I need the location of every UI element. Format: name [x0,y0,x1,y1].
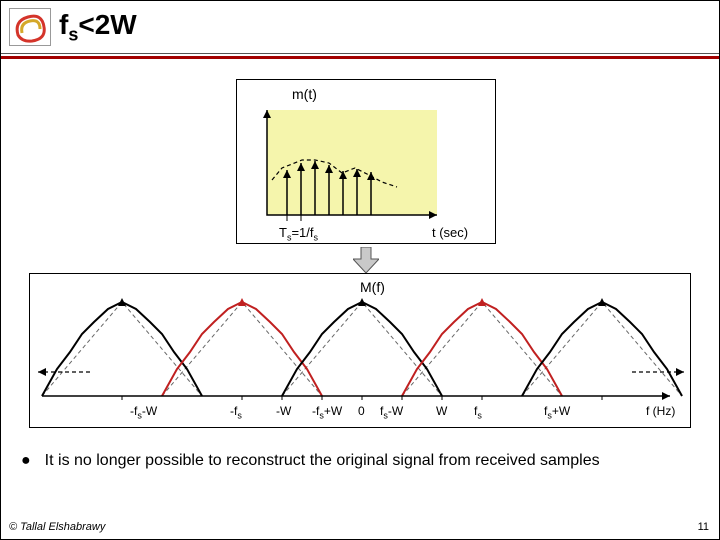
ts-label: Ts=1/fs [279,225,318,243]
axis-tick-label: W [436,404,447,418]
axis-tick-label: -fs-W [130,404,157,420]
page-number: 11 [698,521,709,533]
axis-tick-label: f (Hz) [646,404,675,418]
axis-tick-label: fs+W [544,404,570,420]
axis-tick-label: -W [276,404,291,418]
header: fs<2W [1,1,719,53]
time-domain-diagram: m(t) Ts=1/fs t (sec) [236,79,496,244]
slide: fs<2W m(t) Ts=1/fs t (sec) M(f) -fs-W-fs… [0,0,720,540]
axis-tick-label: -fs [230,404,242,420]
axis-tick-label: fs-W [380,404,403,420]
logo [9,8,51,46]
slide-title: fs<2W [59,9,137,46]
axis-tick-label: 0 [358,404,365,418]
rule-red [1,56,719,59]
bullet-icon: ● [21,451,31,471]
bullet-item: ● It is no longer possible to reconstruc… [21,451,701,471]
axis-tick-label: fs [474,404,482,420]
bullet-text: It is no longer possible to reconstruct … [45,451,600,470]
t-axis-label: t (sec) [432,225,468,240]
footer-copyright: © Tallal Elshabrawy [9,521,105,533]
swirl-icon [12,11,48,43]
axis-tick-label: -fs+W [312,404,342,420]
down-arrow-icon [353,247,379,273]
rule-thin [1,53,719,54]
frequency-domain-diagram: M(f) -fs-W-fs-W-fs+W0fs-WWfsfs+Wf (Hz) [29,273,691,428]
time-svg [237,80,497,245]
